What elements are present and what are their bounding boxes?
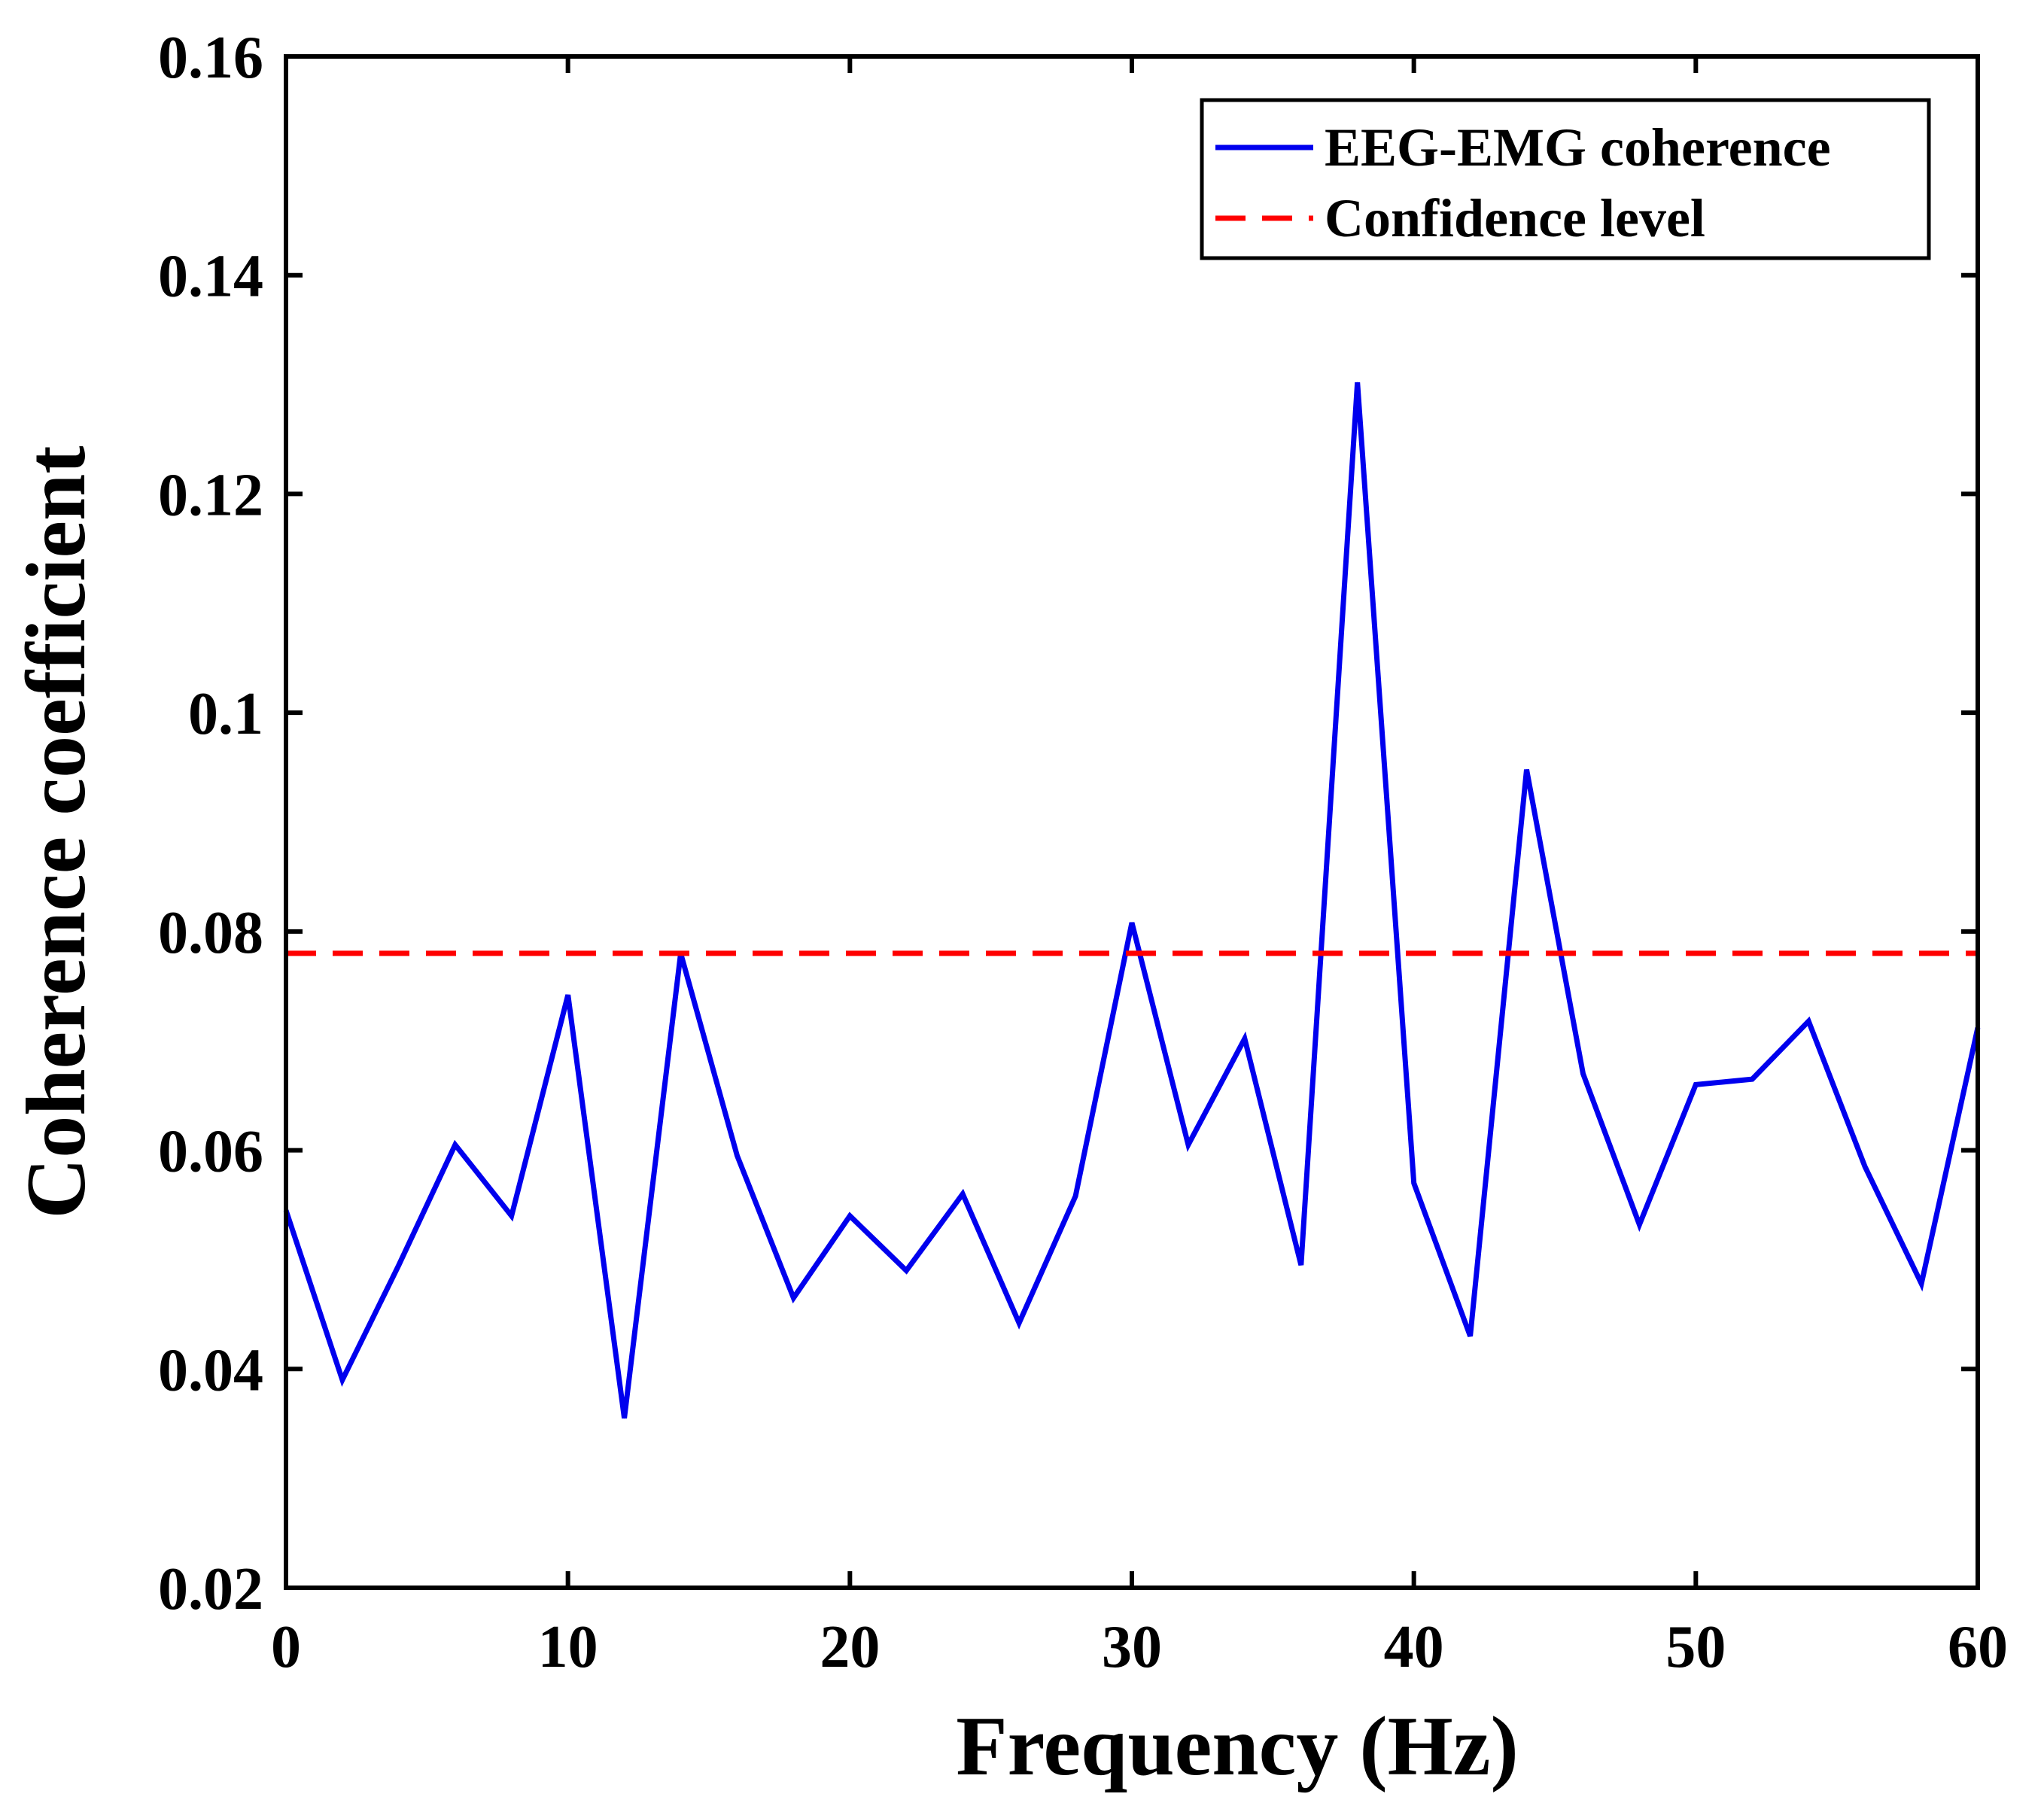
y-tick-label-5: 0.12 bbox=[158, 462, 263, 528]
data-point bbox=[567, 994, 569, 996]
data-point bbox=[736, 1155, 738, 1157]
data-point bbox=[905, 1269, 907, 1271]
legend-label-confidence-level: Confidence level bbox=[1325, 188, 1705, 248]
y-tick-labels: 0.02 0.04 0.06 0.08 0.1 0.12 0.14 0.16 bbox=[158, 25, 263, 1622]
x-tick-label-5: 50 bbox=[1665, 1614, 1726, 1680]
y-axis-label: Coherence coefficient bbox=[10, 445, 103, 1218]
x-axis-label: Frequency (Hz) bbox=[956, 1700, 1519, 1793]
x-tick-label-2: 20 bbox=[820, 1614, 880, 1680]
data-point bbox=[1864, 1166, 1866, 1167]
legend-label-eeg-emg-coherence: EEG-EMG coherence bbox=[1325, 117, 1831, 178]
y-tick-label-0: 0.02 bbox=[158, 1556, 263, 1622]
x-tick-label-6: 60 bbox=[1948, 1614, 2008, 1680]
x-tick-label-0: 0 bbox=[271, 1614, 301, 1680]
data-point bbox=[1751, 1078, 1753, 1080]
y-tick-label-4: 0.1 bbox=[188, 681, 263, 747]
data-point bbox=[1808, 1020, 1809, 1022]
y-tick-label-3: 0.08 bbox=[158, 900, 263, 966]
data-point bbox=[1018, 1322, 1020, 1324]
data-point bbox=[1244, 1038, 1246, 1039]
y-tick-label-7: 0.16 bbox=[158, 25, 263, 91]
data-point bbox=[1357, 382, 1358, 383]
data-point bbox=[1638, 1224, 1640, 1225]
plot-frame bbox=[284, 54, 1980, 1590]
data-point bbox=[1921, 1283, 1922, 1285]
y-tick-label-1: 0.04 bbox=[158, 1337, 263, 1403]
x-tick-label-3: 30 bbox=[1102, 1614, 1162, 1680]
x-tick-label-1: 10 bbox=[538, 1614, 598, 1680]
legend-box bbox=[1200, 98, 1931, 260]
data-point bbox=[1300, 1264, 1302, 1266]
y-tick-label-2: 0.06 bbox=[158, 1119, 263, 1185]
y-tick-label-6: 0.14 bbox=[158, 244, 263, 310]
data-point bbox=[511, 1215, 513, 1217]
data-point bbox=[398, 1264, 400, 1266]
x-tick-label-4: 40 bbox=[1384, 1614, 1444, 1680]
x-tick-labels: 0 10 20 30 40 50 60 bbox=[271, 1614, 2008, 1680]
data-point bbox=[1526, 769, 1528, 771]
data-point bbox=[1413, 1182, 1415, 1184]
plot-series bbox=[283, 382, 1981, 1419]
legend: EEG-EMG coherence Confidence level bbox=[1200, 98, 1931, 260]
data-point bbox=[792, 1297, 794, 1299]
